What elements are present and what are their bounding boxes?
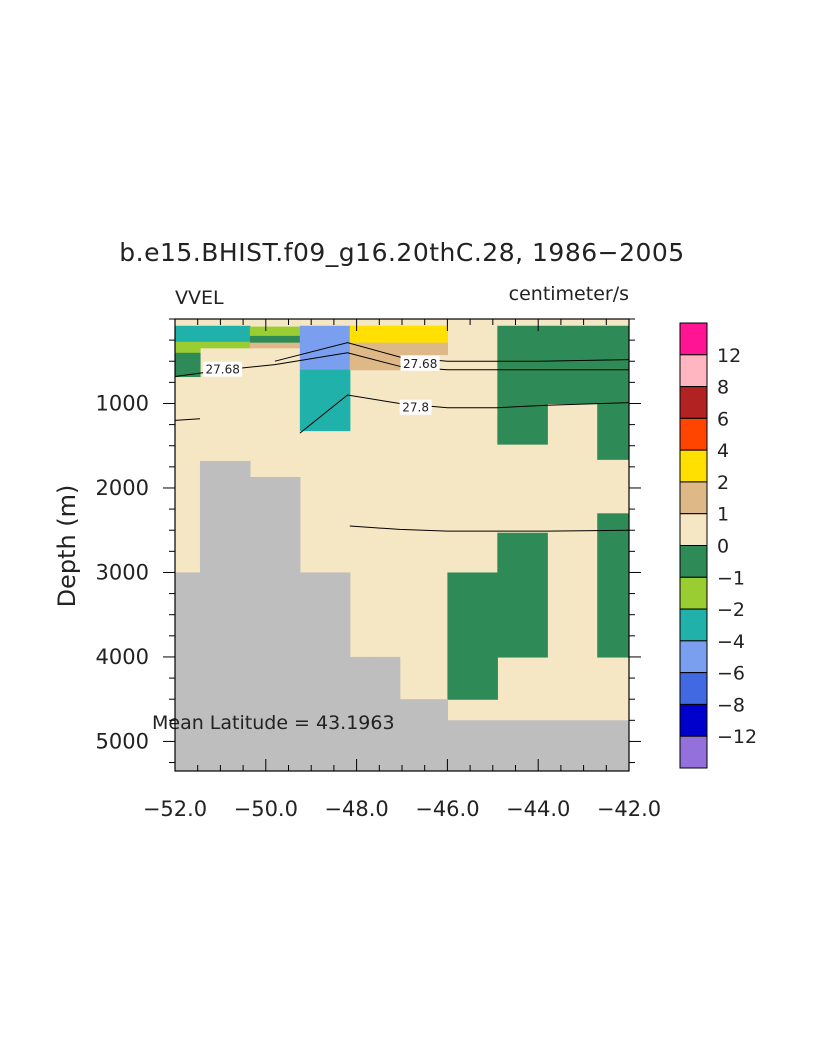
y-axis-label: Depth (m) bbox=[53, 485, 81, 608]
x-tick-label: −50.0 bbox=[234, 797, 298, 821]
colorbar-swatch bbox=[679, 545, 708, 578]
colorbar-swatch bbox=[679, 735, 708, 769]
colorbar-swatch bbox=[679, 417, 708, 451]
data-cell bbox=[597, 513, 629, 658]
contour-label-bg bbox=[399, 399, 432, 415]
contour-lines: 27.68 27.68 27.8 bbox=[175, 342, 629, 532]
data-cell bbox=[249, 335, 301, 344]
y-tick-label: 1000 bbox=[96, 391, 149, 415]
colorbar-label: 8 bbox=[717, 377, 729, 399]
data-cell bbox=[597, 329, 629, 460]
colorbar-swatch bbox=[679, 449, 708, 483]
data-cell bbox=[349, 354, 401, 371]
y-tick-label: 5000 bbox=[96, 729, 149, 753]
colorbar-label: −1 bbox=[717, 567, 745, 589]
y-tick-label: 4000 bbox=[96, 645, 149, 669]
land-mask bbox=[199, 460, 251, 771]
colorbar-label: −2 bbox=[717, 599, 745, 621]
colorbar-swatch bbox=[679, 354, 708, 388]
plot-axes: −52.0 −50.0 −48.0 −46.0 −44.0 −42.0 1000 2000 30… bbox=[96, 318, 661, 821]
colorbar-swatch bbox=[679, 640, 708, 674]
chart-title: b.e15.BHIST.f09_g16.20thC.28, 1986−2005 bbox=[119, 238, 684, 267]
colorbar-label: 4 bbox=[717, 440, 729, 462]
mean-latitude-annotation: Mean Latitude = 43.1963 bbox=[152, 712, 395, 734]
y-tick-label: 3000 bbox=[96, 560, 149, 584]
colorbar-label: −6 bbox=[717, 663, 745, 685]
data-cell bbox=[249, 342, 301, 349]
contour-line bbox=[299, 394, 629, 434]
data-cell bbox=[175, 352, 201, 378]
colorbar-label: 2 bbox=[717, 472, 729, 494]
data-cell bbox=[497, 329, 548, 445]
units-label: centimeter/s bbox=[509, 283, 629, 305]
colorbar-swatch bbox=[679, 481, 708, 515]
data-cell bbox=[249, 326, 301, 337]
land-mask bbox=[175, 572, 201, 771]
contour-line bbox=[175, 418, 201, 421]
data-cell bbox=[547, 329, 598, 337]
colorbar: 12 8 6 4 2 1 0 −1 −2 −4 −6 −8 −12 bbox=[679, 322, 757, 769]
colorbar-swatch bbox=[679, 608, 708, 642]
colorbar-swatch bbox=[679, 576, 708, 610]
contour-line bbox=[349, 525, 629, 532]
colorbar-swatch bbox=[679, 703, 708, 737]
data-cell bbox=[447, 572, 498, 700]
colorbar-label: −12 bbox=[717, 726, 757, 748]
colorbar-swatch bbox=[679, 322, 708, 356]
data-cell bbox=[175, 325, 251, 343]
x-tick-label: −52.0 bbox=[143, 797, 207, 821]
colorbar-label: 6 bbox=[717, 408, 729, 430]
contour-label-bg bbox=[203, 361, 243, 377]
data-cell bbox=[349, 325, 448, 344]
land-mask bbox=[249, 476, 301, 771]
data-cell bbox=[497, 532, 548, 658]
colorbar-label: −8 bbox=[717, 694, 745, 716]
data-cell bbox=[349, 342, 448, 356]
data-cell bbox=[175, 341, 201, 354]
data-cell bbox=[199, 341, 251, 349]
x-tick-label: −44.0 bbox=[506, 797, 570, 821]
contour-label-bg bbox=[400, 355, 440, 371]
colorbar-swatch bbox=[679, 513, 708, 547]
x-tick-label: −42.0 bbox=[597, 797, 661, 821]
contour-label: 27.8 bbox=[402, 401, 429, 415]
data-cell bbox=[497, 325, 629, 330]
colorbar-swatch bbox=[679, 386, 708, 419]
contour-label: 27.68 bbox=[403, 357, 437, 371]
contour-label: 27.68 bbox=[205, 363, 239, 377]
x-tick-label: −46.0 bbox=[415, 797, 479, 821]
colorbar-label: 12 bbox=[717, 345, 741, 367]
colorbar-label: −4 bbox=[717, 631, 745, 653]
plot-area bbox=[175, 319, 629, 771]
data-cell bbox=[299, 369, 351, 432]
colorbar-label: 0 bbox=[717, 536, 729, 558]
land-mask bbox=[299, 572, 351, 771]
colorbar-label: 1 bbox=[717, 504, 729, 526]
land-mask bbox=[349, 656, 401, 771]
x-tick-label: −48.0 bbox=[324, 797, 388, 821]
data-cell bbox=[447, 319, 498, 771]
variable-label: VVEL bbox=[175, 287, 224, 309]
land-mask bbox=[399, 699, 448, 771]
colorbar-swatch bbox=[679, 672, 708, 705]
y-tick-label: 2000 bbox=[96, 476, 149, 500]
